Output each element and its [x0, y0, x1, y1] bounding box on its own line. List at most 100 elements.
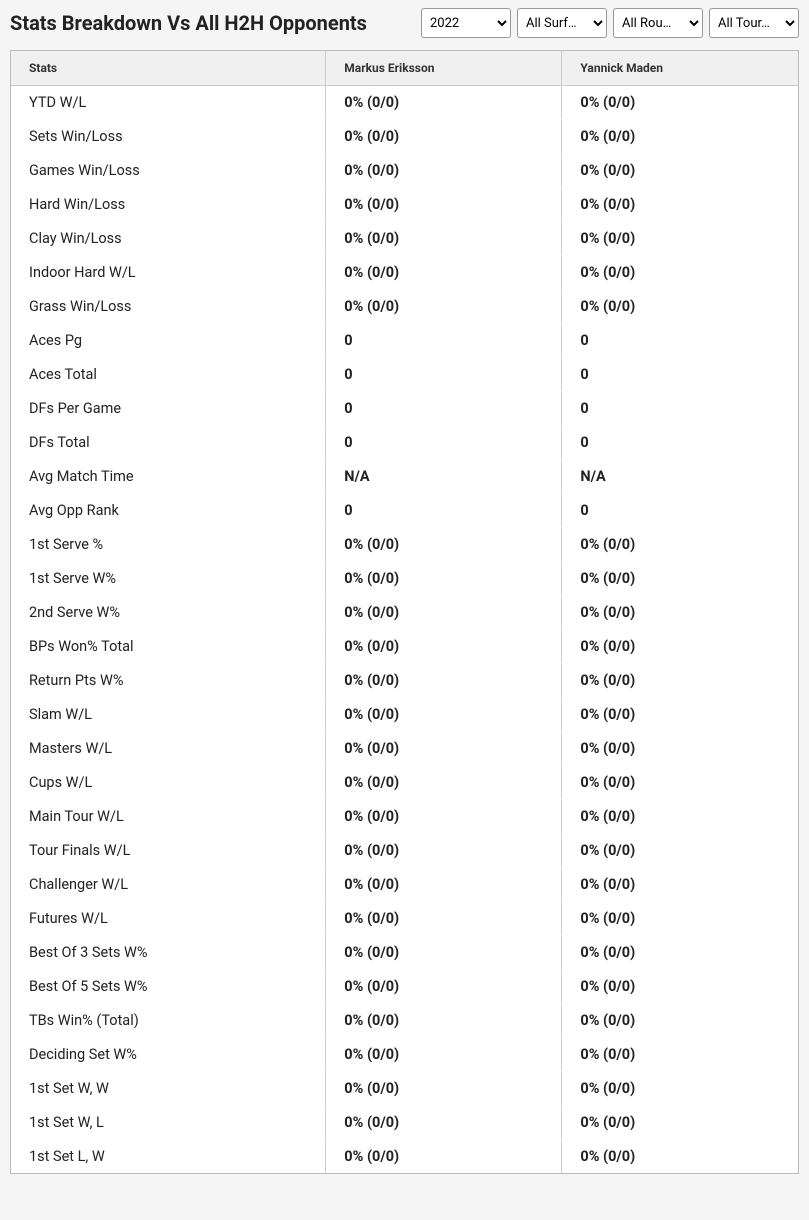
stat-value-player2: 0% (0/0) [562, 732, 798, 766]
stat-label: Avg Match Time [11, 460, 326, 494]
table-row: Futures W/L0% (0/0)0% (0/0) [11, 902, 798, 936]
stat-value-player1: 0% (0/0) [326, 732, 562, 766]
stat-value-player1: 0% (0/0) [326, 698, 562, 732]
stat-value-player2: 0% (0/0) [562, 800, 798, 834]
stat-label: Tour Finals W/L [11, 834, 326, 868]
stat-value-player1: 0% (0/0) [326, 970, 562, 1004]
stat-value-player2: 0% (0/0) [562, 902, 798, 936]
stat-label: Sets Win/Loss [11, 120, 326, 154]
table-row: DFs Per Game00 [11, 392, 798, 426]
stat-label: Challenger W/L [11, 868, 326, 902]
table-row: BPs Won% Total0% (0/0)0% (0/0) [11, 630, 798, 664]
stat-label: DFs Per Game [11, 392, 326, 426]
stat-value-player1: 0% (0/0) [326, 1140, 562, 1174]
col-header-player2: Yannick Maden [562, 51, 798, 86]
stat-value-player2: 0% (0/0) [562, 86, 798, 120]
stat-label: Aces Pg [11, 324, 326, 358]
stat-value-player2: 0% (0/0) [562, 188, 798, 222]
stat-value-player1: 0 [326, 392, 562, 426]
stat-value-player1: 0% (0/0) [326, 800, 562, 834]
table-row: Grass Win/Loss0% (0/0)0% (0/0) [11, 290, 798, 324]
table-row: Indoor Hard W/L0% (0/0)0% (0/0) [11, 256, 798, 290]
stat-value-player2: 0% (0/0) [562, 970, 798, 1004]
stats-table-body: YTD W/L0% (0/0)0% (0/0)Sets Win/Loss0% (… [11, 86, 798, 1174]
year-select[interactable]: 2022 [421, 8, 511, 38]
table-row: 2nd Serve W%0% (0/0)0% (0/0) [11, 596, 798, 630]
table-row: 1st Serve W%0% (0/0)0% (0/0) [11, 562, 798, 596]
stat-value-player1: 0% (0/0) [326, 154, 562, 188]
table-row: Challenger W/L0% (0/0)0% (0/0) [11, 868, 798, 902]
stat-label: 1st Serve % [11, 528, 326, 562]
table-row: Best Of 3 Sets W%0% (0/0)0% (0/0) [11, 936, 798, 970]
stat-label: Aces Total [11, 358, 326, 392]
stat-value-player1: 0% (0/0) [326, 936, 562, 970]
stat-value-player1: 0% (0/0) [326, 562, 562, 596]
stat-value-player2: 0% (0/0) [562, 698, 798, 732]
stat-value-player2: 0 [562, 392, 798, 426]
stat-value-player2: 0% (0/0) [562, 664, 798, 698]
header-bar: Stats Breakdown Vs All H2H Opponents 202… [0, 0, 809, 46]
stat-value-player1: 0% (0/0) [326, 868, 562, 902]
stat-value-player2: 0% (0/0) [562, 1140, 798, 1174]
table-row: Main Tour W/L0% (0/0)0% (0/0) [11, 800, 798, 834]
stats-table: Stats Markus Eriksson Yannick Maden YTD … [11, 51, 798, 1173]
round-select[interactable]: All Rou… [613, 8, 703, 38]
stat-value-player2: 0% (0/0) [562, 154, 798, 188]
table-row: Clay Win/Loss0% (0/0)0% (0/0) [11, 222, 798, 256]
stat-value-player1: 0% (0/0) [326, 596, 562, 630]
stat-value-player1: 0% (0/0) [326, 290, 562, 324]
table-row: Best Of 5 Sets W%0% (0/0)0% (0/0) [11, 970, 798, 1004]
stat-label: Best Of 5 Sets W% [11, 970, 326, 1004]
stat-label: Main Tour W/L [11, 800, 326, 834]
stat-value-player1: 0% (0/0) [326, 222, 562, 256]
stat-value-player1: 0% (0/0) [326, 630, 562, 664]
stat-value-player2: 0 [562, 358, 798, 392]
table-row: 1st Set W, L0% (0/0)0% (0/0) [11, 1106, 798, 1140]
stat-value-player1: 0% (0/0) [326, 1004, 562, 1038]
stat-label: 1st Set W, L [11, 1106, 326, 1140]
stat-value-player2: N/A [562, 460, 798, 494]
stats-table-container: Stats Markus Eriksson Yannick Maden YTD … [10, 50, 799, 1174]
stat-value-player2: 0% (0/0) [562, 1004, 798, 1038]
stat-value-player1: 0% (0/0) [326, 902, 562, 936]
stat-label: 1st Serve W% [11, 562, 326, 596]
table-header-row: Stats Markus Eriksson Yannick Maden [11, 51, 798, 86]
stat-value-player1: N/A [326, 460, 562, 494]
stat-value-player1: 0% (0/0) [326, 1106, 562, 1140]
stat-value-player2: 0% (0/0) [562, 1106, 798, 1140]
stat-value-player2: 0 [562, 426, 798, 460]
stat-label: Masters W/L [11, 732, 326, 766]
stat-label: Indoor Hard W/L [11, 256, 326, 290]
stat-label: TBs Win% (Total) [11, 1004, 326, 1038]
stat-value-player2: 0% (0/0) [562, 562, 798, 596]
col-header-player1: Markus Eriksson [326, 51, 562, 86]
table-row: Aces Total00 [11, 358, 798, 392]
surface-select[interactable]: All Surf… [517, 8, 607, 38]
stat-label: BPs Won% Total [11, 630, 326, 664]
stat-value-player1: 0% (0/0) [326, 86, 562, 120]
stat-value-player1: 0% (0/0) [326, 1072, 562, 1106]
table-row: Cups W/L0% (0/0)0% (0/0) [11, 766, 798, 800]
table-row: Tour Finals W/L0% (0/0)0% (0/0) [11, 834, 798, 868]
stat-value-player2: 0% (0/0) [562, 1038, 798, 1072]
stat-value-player2: 0% (0/0) [562, 290, 798, 324]
table-row: Hard Win/Loss0% (0/0)0% (0/0) [11, 188, 798, 222]
stat-value-player2: 0% (0/0) [562, 834, 798, 868]
stat-value-player1: 0% (0/0) [326, 664, 562, 698]
table-row: Avg Match TimeN/AN/A [11, 460, 798, 494]
stat-label: Hard Win/Loss [11, 188, 326, 222]
stat-value-player2: 0% (0/0) [562, 256, 798, 290]
stat-value-player1: 0 [326, 426, 562, 460]
stat-value-player1: 0% (0/0) [326, 528, 562, 562]
stat-value-player1: 0% (0/0) [326, 188, 562, 222]
stat-value-player2: 0% (0/0) [562, 936, 798, 970]
stat-value-player1: 0% (0/0) [326, 1038, 562, 1072]
stat-label: Cups W/L [11, 766, 326, 800]
stat-value-player2: 0 [562, 494, 798, 528]
table-row: 1st Set L, W0% (0/0)0% (0/0) [11, 1140, 798, 1174]
table-row: Sets Win/Loss0% (0/0)0% (0/0) [11, 120, 798, 154]
stat-label: 1st Set L, W [11, 1140, 326, 1174]
table-row: Return Pts W%0% (0/0)0% (0/0) [11, 664, 798, 698]
table-row: YTD W/L0% (0/0)0% (0/0) [11, 86, 798, 120]
tour-select[interactable]: All Tour… [709, 8, 799, 38]
